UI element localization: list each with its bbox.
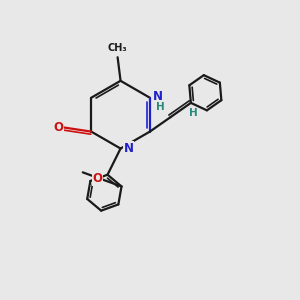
Text: O: O <box>53 121 63 134</box>
Text: CH₃: CH₃ <box>108 44 127 53</box>
Text: N: N <box>124 142 134 155</box>
Text: O: O <box>93 172 103 185</box>
Text: H: H <box>190 108 198 118</box>
Text: H: H <box>156 102 164 112</box>
Text: N: N <box>153 90 163 103</box>
